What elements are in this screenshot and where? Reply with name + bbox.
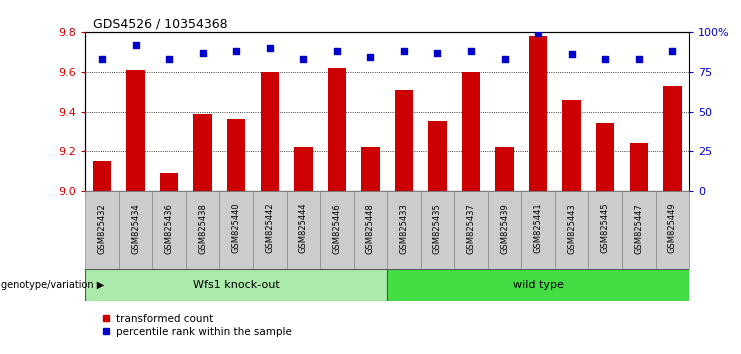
Text: Wfs1 knock-out: Wfs1 knock-out bbox=[193, 280, 279, 290]
Bar bbox=[253, 191, 287, 269]
Bar bbox=[387, 269, 689, 301]
Bar bbox=[186, 191, 219, 269]
Bar bbox=[361, 147, 379, 191]
Bar bbox=[656, 191, 689, 269]
Text: GSM825445: GSM825445 bbox=[601, 203, 610, 253]
Text: GSM825435: GSM825435 bbox=[433, 203, 442, 253]
Bar bbox=[529, 36, 548, 191]
Bar bbox=[387, 191, 421, 269]
Point bbox=[365, 55, 376, 60]
Point bbox=[96, 56, 108, 62]
Text: GSM825443: GSM825443 bbox=[567, 203, 576, 253]
Text: GSM825449: GSM825449 bbox=[668, 203, 677, 253]
Bar bbox=[227, 120, 245, 191]
Bar bbox=[328, 68, 346, 191]
Bar bbox=[395, 90, 413, 191]
Bar bbox=[320, 191, 353, 269]
Bar bbox=[588, 191, 622, 269]
Point bbox=[431, 50, 443, 55]
Bar bbox=[555, 191, 588, 269]
Bar bbox=[663, 86, 682, 191]
Point bbox=[666, 48, 678, 54]
Point bbox=[566, 51, 578, 57]
Bar bbox=[562, 99, 581, 191]
Bar bbox=[126, 70, 144, 191]
Point bbox=[297, 56, 309, 62]
Bar bbox=[462, 72, 480, 191]
Bar bbox=[85, 191, 119, 269]
Bar bbox=[153, 191, 186, 269]
Point bbox=[230, 48, 242, 54]
Text: genotype/variation ▶: genotype/variation ▶ bbox=[1, 280, 104, 290]
Bar bbox=[496, 147, 514, 191]
Text: GSM825446: GSM825446 bbox=[333, 203, 342, 253]
Text: GSM825442: GSM825442 bbox=[265, 203, 274, 253]
Bar bbox=[353, 191, 387, 269]
Bar bbox=[421, 191, 454, 269]
Point bbox=[599, 56, 611, 62]
Text: GSM825441: GSM825441 bbox=[534, 203, 542, 253]
Bar bbox=[522, 191, 555, 269]
Legend: transformed count, percentile rank within the sample: transformed count, percentile rank withi… bbox=[98, 310, 296, 341]
Bar bbox=[630, 143, 648, 191]
Bar bbox=[622, 191, 656, 269]
Text: GSM825440: GSM825440 bbox=[232, 203, 241, 253]
Text: GSM825437: GSM825437 bbox=[467, 203, 476, 254]
Bar bbox=[85, 269, 387, 301]
Point bbox=[398, 48, 410, 54]
Text: GSM825448: GSM825448 bbox=[366, 203, 375, 253]
Text: GSM825433: GSM825433 bbox=[399, 203, 408, 254]
Point bbox=[130, 42, 142, 47]
Text: GSM825444: GSM825444 bbox=[299, 203, 308, 253]
Bar bbox=[596, 124, 614, 191]
Bar bbox=[193, 114, 212, 191]
Point bbox=[633, 56, 645, 62]
Bar bbox=[287, 191, 320, 269]
Text: GSM825434: GSM825434 bbox=[131, 203, 140, 253]
Bar bbox=[160, 173, 179, 191]
Bar bbox=[428, 121, 447, 191]
Bar bbox=[119, 191, 153, 269]
Text: GDS4526 / 10354368: GDS4526 / 10354368 bbox=[93, 18, 227, 31]
Point bbox=[499, 56, 511, 62]
Text: GSM825436: GSM825436 bbox=[165, 203, 173, 254]
Point bbox=[465, 48, 477, 54]
Text: GSM825447: GSM825447 bbox=[634, 203, 643, 253]
Text: GSM825439: GSM825439 bbox=[500, 203, 509, 253]
Bar bbox=[488, 191, 522, 269]
Bar bbox=[454, 191, 488, 269]
Text: GSM825438: GSM825438 bbox=[198, 203, 207, 254]
Point bbox=[196, 50, 208, 55]
Point bbox=[532, 30, 544, 36]
Point bbox=[264, 45, 276, 51]
Bar bbox=[261, 72, 279, 191]
Text: wild type: wild type bbox=[513, 280, 564, 290]
Bar bbox=[93, 161, 111, 191]
Text: GSM825432: GSM825432 bbox=[98, 203, 107, 253]
Bar bbox=[294, 147, 313, 191]
Point bbox=[331, 48, 343, 54]
Bar bbox=[219, 191, 253, 269]
Point bbox=[163, 56, 175, 62]
